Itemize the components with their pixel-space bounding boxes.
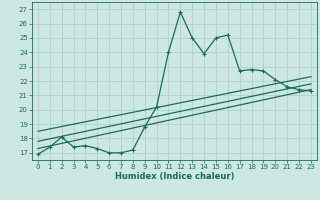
X-axis label: Humidex (Indice chaleur): Humidex (Indice chaleur) [115,172,234,181]
